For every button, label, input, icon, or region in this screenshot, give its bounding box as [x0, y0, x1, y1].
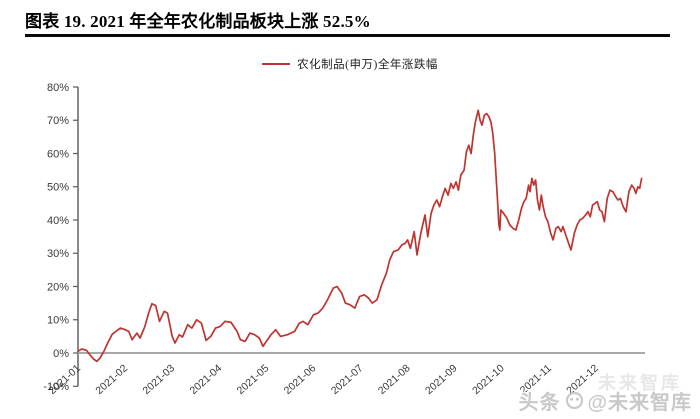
legend-line-marker-icon: [262, 63, 291, 65]
y-axis-tick-label: 60%: [47, 148, 69, 160]
axes: [73, 86, 645, 387]
legend-label: 农化制品(申万)全年涨跌幅: [297, 59, 438, 71]
x-axis-tick-label: 2021-08: [376, 362, 413, 397]
series-group: [77, 109, 643, 363]
y-axis-tick-label: 40%: [47, 215, 69, 227]
x-axis-tick-label: 2021-12: [564, 362, 601, 397]
x-axis-tick-label: 2021-03: [140, 362, 177, 397]
y-axis-tick-label: 20%: [47, 281, 69, 293]
y-axis-labels: 80% 70% 60% 50% 40% 30% 20% 10% 0% -10%: [43, 82, 69, 393]
y-axis-tick-label: 30%: [47, 248, 69, 260]
x-axis-tick-label: 2021-06: [282, 362, 319, 397]
x-axis-tick-label: 2021-07: [329, 362, 366, 397]
chart-legend: 农化制品(申万)全年涨跌幅: [0, 56, 700, 72]
x-axis-tick-label: 2021-05: [235, 362, 272, 397]
x-axis-tick-label: 2021-09: [423, 362, 460, 397]
x-axis-labels: 2021-01 2021-02 2021-03 2021-04 2021-05 2021-…: [46, 362, 601, 397]
y-axis-tick-label: 50%: [47, 182, 69, 194]
series-line: [77, 109, 643, 363]
x-axis-tick-label: 2021-10: [470, 362, 507, 397]
title-underline-rule: [25, 34, 670, 37]
x-axis-tick-label: 2021-04: [188, 362, 225, 397]
y-axis-tick-label: 70%: [47, 115, 69, 127]
x-axis-tick-label: 2021-02: [93, 362, 130, 397]
y-axis-tick-label: 10%: [47, 315, 69, 327]
x-axis-tick-label: 2021-11: [518, 362, 554, 396]
y-axis-tick-label: 0%: [53, 348, 69, 360]
y-axis-tick-label: 80%: [47, 82, 69, 94]
y-axis-tick-label: -10%: [43, 381, 69, 393]
page-title: 图表 19. 2021 年全年农化制品板块上涨 52.5%: [25, 12, 371, 31]
